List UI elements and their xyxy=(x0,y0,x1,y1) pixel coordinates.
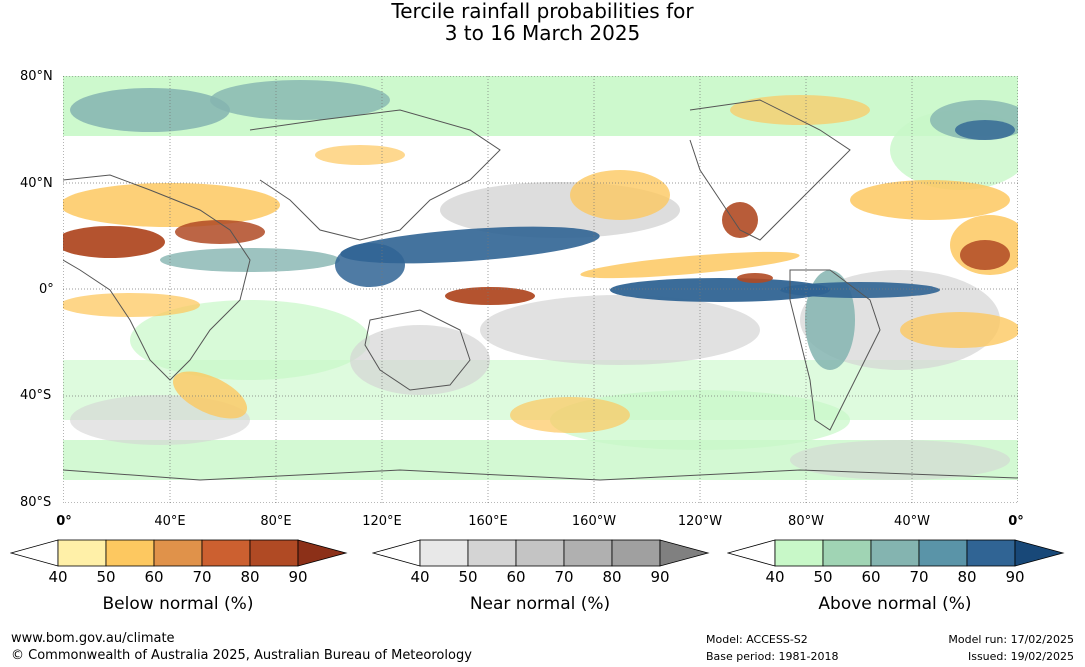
legend-min-arrow xyxy=(10,539,59,567)
rainfall-probability-map xyxy=(63,76,1018,503)
legend-swatch xyxy=(611,539,661,567)
footer-url: www.bom.gov.au/climate xyxy=(11,631,175,646)
lon-label-120e: 120°E xyxy=(362,514,402,529)
coastlines xyxy=(63,99,1018,481)
legend-max-arrow xyxy=(659,539,710,567)
legend-tick-label: 40 xyxy=(765,568,785,586)
legend-near-normal-title: Near normal (%) xyxy=(469,594,611,614)
legend-swatch xyxy=(563,539,613,567)
lat-label-40s: 40°S xyxy=(20,388,52,403)
legend-swatch xyxy=(774,539,824,567)
lat-label-40n: 40°N xyxy=(20,176,53,191)
lat-label-80s: 80°S xyxy=(20,495,52,510)
legend-swatch xyxy=(57,539,107,567)
legend-tick-label: 60 xyxy=(506,568,526,586)
brown-below-normal-regions xyxy=(63,202,1010,305)
legend-swatch xyxy=(249,539,299,567)
legend-tick-label: 90 xyxy=(1005,568,1025,586)
legend-swatch xyxy=(515,539,565,567)
footer-issued: Issued: 19/02/2025 xyxy=(967,650,1074,663)
legend-tick-label: 50 xyxy=(96,568,116,586)
legend-swatch xyxy=(153,539,203,567)
legend-swatch xyxy=(201,539,251,567)
legend-near-normal: Near normal (%) 40 50 60 70 80 90 xyxy=(372,538,712,614)
legend-max-arrow xyxy=(1014,539,1065,567)
footer-model-run: Model run: 17/02/2025 xyxy=(948,633,1074,646)
legend-tick-label: 90 xyxy=(650,568,670,586)
legend-swatch xyxy=(467,539,517,567)
legend-tick-label: 60 xyxy=(861,568,881,586)
lon-label-120w: 120°W xyxy=(677,514,723,529)
graticule xyxy=(63,76,1018,503)
lon-label-40w: 40°W xyxy=(894,514,930,529)
footer-copyright: © Commonwealth of Australia 2025, Austra… xyxy=(11,648,472,663)
blue-above-normal-regions xyxy=(335,120,1015,302)
legend-tick-label: 70 xyxy=(909,568,929,586)
legend-tick-label: 70 xyxy=(554,568,574,586)
map-title-line-2: 3 to 16 March 2025 xyxy=(444,21,641,45)
legend-swatch xyxy=(870,539,920,567)
legend-swatch xyxy=(822,539,872,567)
legend-min-arrow xyxy=(372,539,421,567)
legend-above-normal: Above normal (%) 40 50 60 70 80 90 xyxy=(727,538,1067,614)
legend-tick-label: 50 xyxy=(813,568,833,586)
legend-min-arrow xyxy=(727,539,776,567)
lon-label-160e: 160°E xyxy=(468,514,508,529)
lon-label-0-west: 0° xyxy=(56,514,72,529)
legend-tick-label: 80 xyxy=(602,568,622,586)
legend-tick-label: 60 xyxy=(144,568,164,586)
legend-swatch xyxy=(105,539,155,567)
legend-tick-label: 70 xyxy=(192,568,212,586)
legend-swatch xyxy=(966,539,1016,567)
legend-tick-label: 90 xyxy=(288,568,308,586)
yellow-below-normal-regions xyxy=(63,95,1018,433)
footer-model: Model: ACCESS-S2 xyxy=(706,633,808,646)
legend-tick-label: 50 xyxy=(458,568,478,586)
legend-below-normal: Below normal (%) 40 50 60 70 80 90 xyxy=(10,538,350,614)
map-title-line-1: Tercile rainfall probabilities for xyxy=(391,0,694,23)
legend-swatch xyxy=(918,539,968,567)
lon-label-40e: 40°E xyxy=(154,514,186,529)
legend-below-normal-title: Below normal (%) xyxy=(102,594,254,614)
lon-label-80w: 80°W xyxy=(788,514,824,529)
lon-label-0-east: 0° xyxy=(1008,514,1024,529)
legend-max-arrow xyxy=(297,539,348,567)
legend-tick-label: 80 xyxy=(240,568,260,586)
lon-label-80e: 80°E xyxy=(260,514,292,529)
legend-above-normal-title: Above normal (%) xyxy=(818,594,972,614)
legend-tick-label: 40 xyxy=(48,568,68,586)
lon-label-160w: 160°W xyxy=(571,514,617,529)
legend-tick-label: 80 xyxy=(957,568,977,586)
lat-label-equator: 0° xyxy=(39,282,54,297)
footer-base-period: Base period: 1981-2018 xyxy=(706,650,839,663)
lat-label-80n: 80°N xyxy=(20,69,53,84)
legend-tick-label: 40 xyxy=(410,568,430,586)
legend-swatch xyxy=(419,539,469,567)
